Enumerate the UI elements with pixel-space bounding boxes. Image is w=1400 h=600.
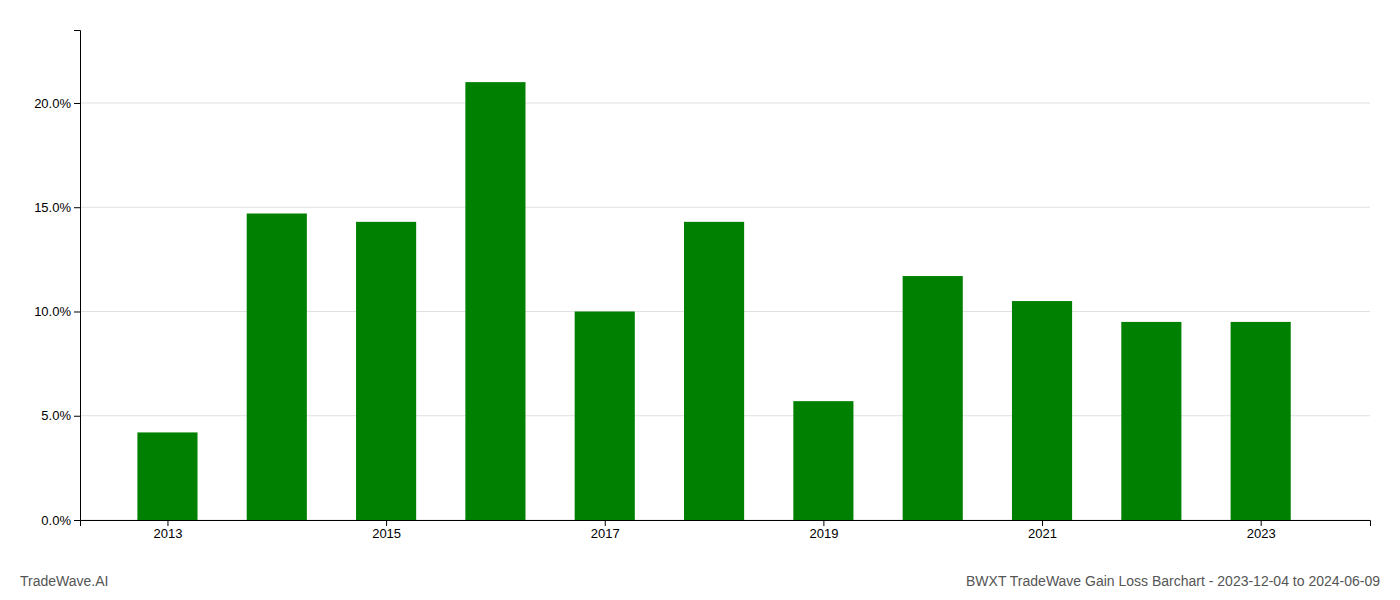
x-tick-mark [1042,520,1043,526]
y-tick-mark [74,103,80,104]
grid-line [80,102,1370,103]
x-tick-label: 2013 [153,526,182,541]
x-tick-mark [386,520,387,526]
x-tick-label: 2023 [1247,526,1276,541]
bar [356,222,416,520]
y-tick-label: 20.0% [34,96,71,111]
x-tick-mark [605,520,606,526]
y-tick: 0.0% [41,513,80,528]
bars [137,82,1290,520]
bar [684,222,744,520]
y-tick-label: 10.0% [34,304,71,319]
y-tick-label: 0.0% [41,513,71,528]
x-tick: 2013 [153,520,182,541]
x-tick-label: 2015 [372,526,401,541]
x-axis: 2013 2015 2017 2019 2021 2023 [81,520,1371,541]
y-tick-label: 5.0% [41,408,71,423]
x-tick: 2017 [591,520,620,541]
y-tick-mark [74,520,80,521]
chart: 2013 2015 2017 2019 2021 2023 0.0% 5.0% 10.0% 15.… [0,0,1400,600]
x-tick-mark [1261,520,1262,526]
x-axis-line [81,521,1371,527]
bar [1012,301,1072,520]
x-tick-label: 2019 [809,526,838,541]
bar [247,213,307,520]
y-tick-label: 15.0% [34,200,71,215]
bar [137,432,197,520]
x-tick: 2015 [372,520,401,541]
x-tick: 2021 [1028,520,1057,541]
x-tick-mark [823,520,824,526]
bar [1231,322,1291,520]
bar [575,311,635,520]
y-tick: 15.0% [34,200,80,215]
y-axis-line [74,31,81,521]
title: BWXT TradeWave Gain Loss Barchart - 2023… [966,573,1380,589]
bar [1121,322,1181,520]
y-tick-mark [74,416,80,417]
grid-line [80,207,1370,208]
y-tick-mark [74,311,80,312]
x-tick: 2019 [809,520,838,541]
bar [793,401,853,520]
footer: TradeWave.AI [20,573,108,589]
plot: 2013 2015 2017 2019 2021 2023 0.0% 5.0% 10.0% 15.… [34,31,1370,542]
x-tick-mark [167,520,168,526]
x-tick-label: 2017 [591,526,620,541]
x-tick: 2023 [1247,520,1276,541]
y-tick: 5.0% [41,408,80,423]
y-tick: 10.0% [34,304,80,319]
grid [80,103,1370,520]
y-tick: 20.0% [34,96,80,111]
x-tick-label: 2021 [1028,526,1057,541]
bar [903,276,963,520]
y-tick-mark [74,207,80,208]
bar [465,82,525,520]
y-axis: 0.0% 5.0% 10.0% 15.0% 20.0% [34,31,80,528]
